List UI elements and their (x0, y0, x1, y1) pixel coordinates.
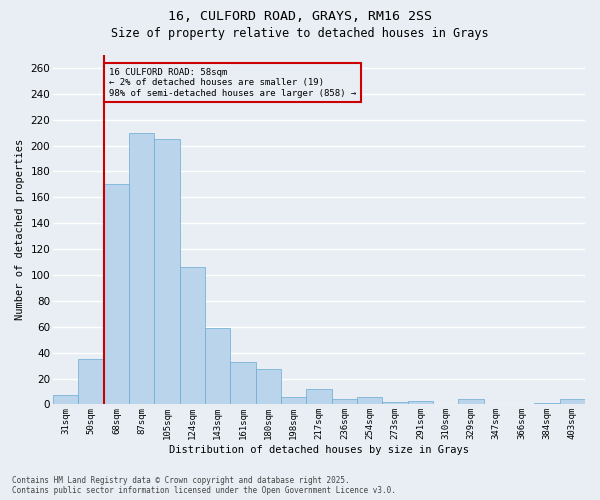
Bar (79, 359, 104, 405)
Y-axis label: Number of detached properties: Number of detached properties (15, 139, 25, 320)
Bar (535, 403, 560, 404)
Bar (332, 399, 357, 404)
Bar (357, 396, 382, 404)
Bar (129, 132, 154, 404)
Text: 16, CULFORD ROAD, GRAYS, RM16 2SS: 16, CULFORD ROAD, GRAYS, RM16 2SS (168, 10, 432, 23)
Bar (407, 400, 433, 404)
Bar (53, 396, 79, 404)
Bar (382, 402, 407, 404)
Text: Contains HM Land Registry data © Crown copyright and database right 2025.
Contai: Contains HM Land Registry data © Crown c… (12, 476, 396, 495)
Bar (205, 328, 230, 404)
Bar (180, 267, 205, 404)
Bar (104, 184, 129, 404)
Bar (281, 396, 307, 404)
Bar (256, 370, 281, 404)
Text: 16 CULFORD ROAD: 58sqm
← 2% of detached houses are smaller (19)
98% of semi-deta: 16 CULFORD ROAD: 58sqm ← 2% of detached … (109, 68, 356, 98)
Bar (154, 139, 180, 404)
Bar (230, 362, 256, 405)
X-axis label: Distribution of detached houses by size in Grays: Distribution of detached houses by size … (169, 445, 469, 455)
Bar (458, 399, 484, 404)
Bar (307, 389, 332, 404)
Text: Size of property relative to detached houses in Grays: Size of property relative to detached ho… (111, 28, 489, 40)
Bar (560, 399, 585, 404)
